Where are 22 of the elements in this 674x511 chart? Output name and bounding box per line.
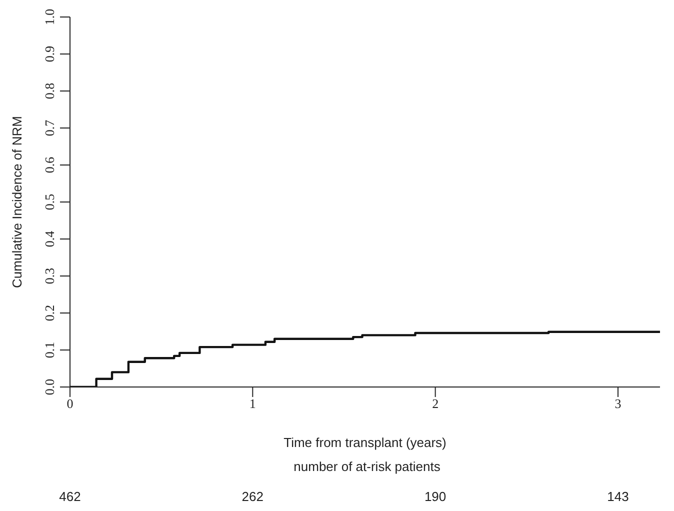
text: 462 <box>58 489 82 504</box>
y-tick-label: 0.4 <box>42 230 57 248</box>
x-axis-title: Time from transplant (years) <box>284 435 446 450</box>
x-tick-label: 2 <box>432 396 439 412</box>
text: 262 <box>240 489 264 504</box>
x-tick-label: 3 <box>614 396 622 412</box>
text: 143 <box>606 489 630 504</box>
y-tick-label: 0.3 <box>42 268 57 284</box>
y-tick-label: 0.0 <box>42 378 57 396</box>
y-tick-label: 0.6 <box>42 156 57 174</box>
y-tick-label: 0.5 <box>42 194 57 210</box>
text: number of at-risk patients <box>292 459 442 474</box>
y-axis-title: Cumulative Incidence of NRM <box>10 116 25 288</box>
x-tick-label: 1 <box>249 396 256 412</box>
text: 190 <box>423 489 448 504</box>
y-tick-label: 0.8 <box>42 82 57 100</box>
y-tick-label: 0.2 <box>42 304 57 322</box>
y-tick-label: 0.9 <box>42 46 57 62</box>
y-tick-label: 0.1 <box>42 342 57 358</box>
x-tick-label: 0 <box>66 396 74 412</box>
y-tick-label: 0.7 <box>42 119 57 136</box>
y-tick-label: 1.0 <box>42 8 57 26</box>
